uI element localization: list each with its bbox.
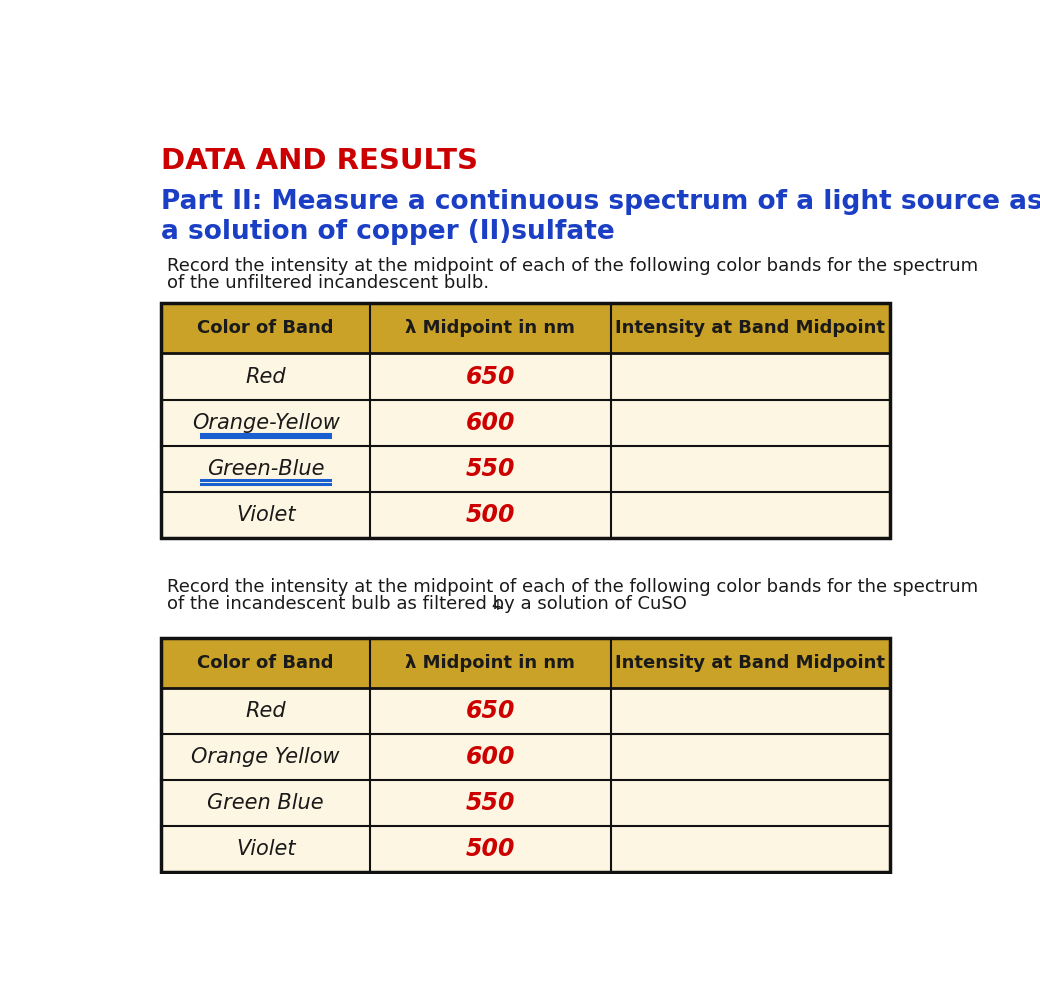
Text: Red: Red <box>245 366 286 387</box>
Text: Violet: Violet <box>236 505 295 525</box>
Text: 550: 550 <box>466 457 515 481</box>
Text: 650: 650 <box>466 699 515 723</box>
Text: Intensity at Band Midpoint: Intensity at Band Midpoint <box>615 319 885 338</box>
Text: Intensity at Band Midpoint: Intensity at Band Midpoint <box>615 654 885 672</box>
Text: λ Midpoint in nm: λ Midpoint in nm <box>406 319 575 338</box>
Text: .: . <box>498 595 503 613</box>
Text: Orange-Yellow: Orange-Yellow <box>191 412 340 433</box>
Bar <box>161 826 889 872</box>
Text: of the incandescent bulb as filtered by a solution of CuSO: of the incandescent bulb as filtered by … <box>167 595 687 613</box>
Text: 500: 500 <box>466 838 515 861</box>
Text: 600: 600 <box>466 410 515 435</box>
Text: 650: 650 <box>466 364 515 389</box>
Text: Green Blue: Green Blue <box>207 793 323 813</box>
Text: Color of Band: Color of Band <box>198 654 334 672</box>
Bar <box>161 400 889 446</box>
Text: a solution of copper (II)sulfate: a solution of copper (II)sulfate <box>161 219 615 245</box>
Bar <box>161 303 889 354</box>
Text: Record the intensity at the midpoint of each of the following color bands for th: Record the intensity at the midpoint of … <box>167 578 979 596</box>
Text: DATA AND RESULTS: DATA AND RESULTS <box>161 147 478 175</box>
Bar <box>161 303 889 538</box>
Text: 600: 600 <box>466 745 515 769</box>
Text: Green-Blue: Green-Blue <box>207 459 324 479</box>
Bar <box>161 492 889 538</box>
Bar <box>161 780 889 826</box>
Text: Violet: Violet <box>236 840 295 859</box>
Text: Color of Band: Color of Band <box>198 319 334 338</box>
Text: Orange Yellow: Orange Yellow <box>191 747 340 767</box>
Text: λ Midpoint in nm: λ Midpoint in nm <box>406 654 575 672</box>
Text: 4: 4 <box>491 599 499 613</box>
Bar <box>161 446 889 492</box>
Bar <box>161 637 889 872</box>
Text: of the unfiltered incandescent bulb.: of the unfiltered incandescent bulb. <box>167 274 490 293</box>
Text: 500: 500 <box>466 503 515 527</box>
Bar <box>161 354 889 400</box>
Bar <box>161 637 889 687</box>
Text: Red: Red <box>245 701 286 721</box>
Text: Part II: Measure a continuous spectrum of a light source as filtered by: Part II: Measure a continuous spectrum o… <box>161 190 1040 215</box>
Bar <box>161 687 889 734</box>
Bar <box>161 734 889 780</box>
Text: 550: 550 <box>466 791 515 815</box>
Text: Record the intensity at the midpoint of each of the following color bands for th: Record the intensity at the midpoint of … <box>167 257 979 275</box>
